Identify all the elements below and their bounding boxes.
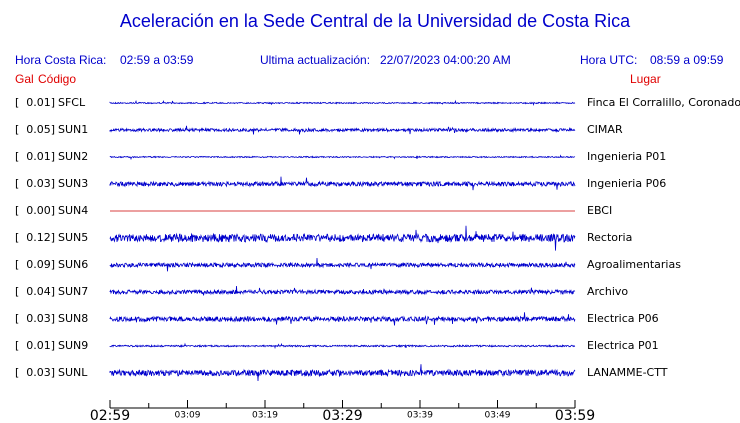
station-code: SUN5 [58,231,88,244]
station-place: Electrica P01 [587,339,659,352]
gal-value: [ 0.04] [15,285,55,298]
waveform [109,176,576,191]
waveform [109,225,576,251]
gal-value: [ 0.09] [15,258,55,271]
code-header: Código [38,72,76,86]
gal-header: Gal [15,72,34,86]
time-label: 03:59 [555,408,595,423]
station-code: SUN7 [58,285,88,298]
waveform [109,154,576,161]
waveform [109,364,576,381]
station-place: Archivo [587,285,628,298]
station-code: SUN6 [58,258,88,271]
station-place: Ingenieria P01 [587,150,666,163]
station-place: LANAMME-CTT [587,366,668,379]
gal-value: [ 0.00] [15,204,55,217]
waveform [109,99,576,106]
time-label: 03:09 [175,411,201,421]
station-place: CIMAR [587,123,623,136]
station-place: EBCI [587,204,612,217]
station-code: SUN9 [58,339,88,352]
utc-time: 08:59 a 09:59 [650,53,724,67]
station-code: SUN1 [58,123,88,136]
station-code: SFCL [58,96,86,109]
station-place: Finca El Corralillo, Coronado [587,96,740,109]
time-label: 03:19 [252,411,278,421]
waveform [109,312,576,326]
waveform [109,258,576,272]
update-time: 22/07/2023 04:00:20 AM [380,53,511,67]
local-time: 02:59 a 03:59 [120,53,194,67]
time-label: 02:59 [90,408,130,423]
gal-value: [ 0.01] [15,96,55,109]
station-place: Ingenieria P06 [587,177,666,190]
station-place: Electrica P06 [587,312,659,325]
waveform [109,125,576,135]
time-label: 03:49 [485,411,511,421]
gal-value: [ 0.03] [15,366,55,379]
station-code: SUN3 [58,177,88,190]
gal-value: [ 0.01] [15,150,55,163]
station-place: Rectoria [587,231,632,244]
station-code: SUN8 [58,312,88,325]
title: Aceleración en la Sede Central de la Uni… [120,11,631,31]
gal-value: [ 0.05] [15,123,55,136]
station-code: SUN4 [58,204,88,217]
gal-value: [ 0.03] [15,177,55,190]
time-label: 03:39 [407,411,433,421]
place-header: Lugar [630,72,661,86]
waveform [109,342,576,350]
utc-label: Hora UTC: [580,53,637,67]
station-place: Agroalimentarias [587,258,681,271]
update-label: Ultima actualización: [260,53,370,67]
local-time-label: Hora Costa Rica: [15,53,106,67]
gal-value: [ 0.01] [15,339,55,352]
waveform [109,286,576,296]
gal-value: [ 0.03] [15,312,55,325]
gal-value: [ 0.12] [15,231,55,244]
time-label: 03:29 [322,408,362,423]
station-code: SUNL [58,366,88,379]
station-code: SUN2 [58,150,88,163]
